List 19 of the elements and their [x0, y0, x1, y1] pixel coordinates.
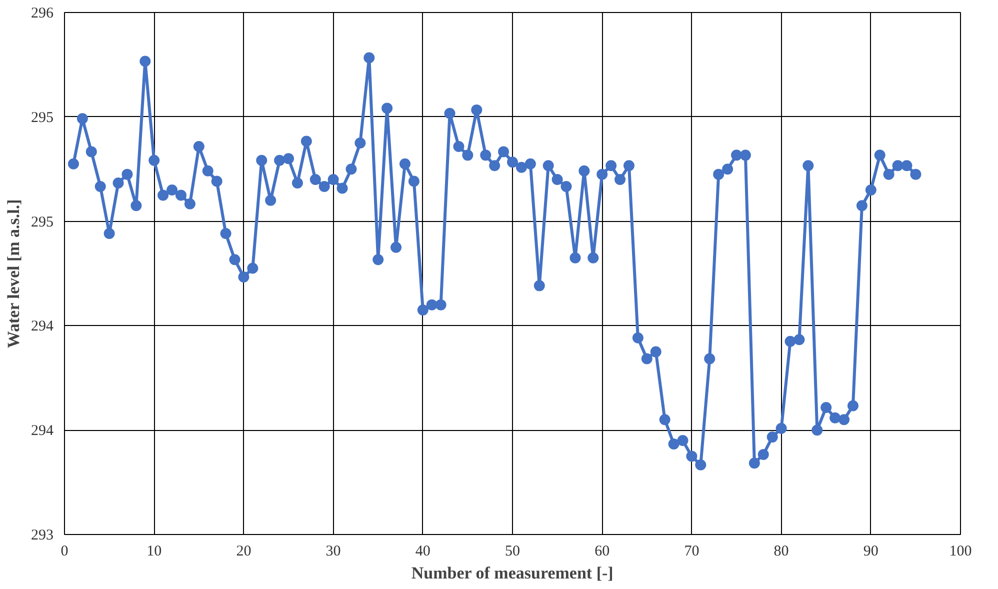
x-tick-label: 100 [949, 544, 972, 560]
y-tick-label: 295 [31, 214, 54, 230]
x-tick-label: 10 [146, 544, 162, 560]
x-tick-label: 30 [326, 544, 341, 560]
x-tick-label: 80 [774, 544, 789, 560]
x-tick-label: 60 [594, 544, 610, 560]
y-tick-label: 293 [31, 528, 54, 544]
y-tick-label: 295 [31, 110, 54, 126]
x-axis-title: Number of measurement [-] [411, 564, 614, 582]
y-tick-label: 294 [31, 423, 54, 440]
x-tick-label: 70 [684, 544, 700, 560]
y-tick-label: 296 [31, 6, 54, 22]
x-tick-label: 40 [415, 544, 430, 560]
y-tick-label: 294 [31, 318, 54, 335]
x-tick-label: 20 [236, 544, 252, 560]
x-tick-label: 90 [863, 544, 878, 560]
x-tick-label: 50 [505, 544, 520, 560]
x-tick-label: 0 [60, 544, 68, 560]
y-axis-title: Water level [m a.s.l.] [4, 199, 23, 348]
